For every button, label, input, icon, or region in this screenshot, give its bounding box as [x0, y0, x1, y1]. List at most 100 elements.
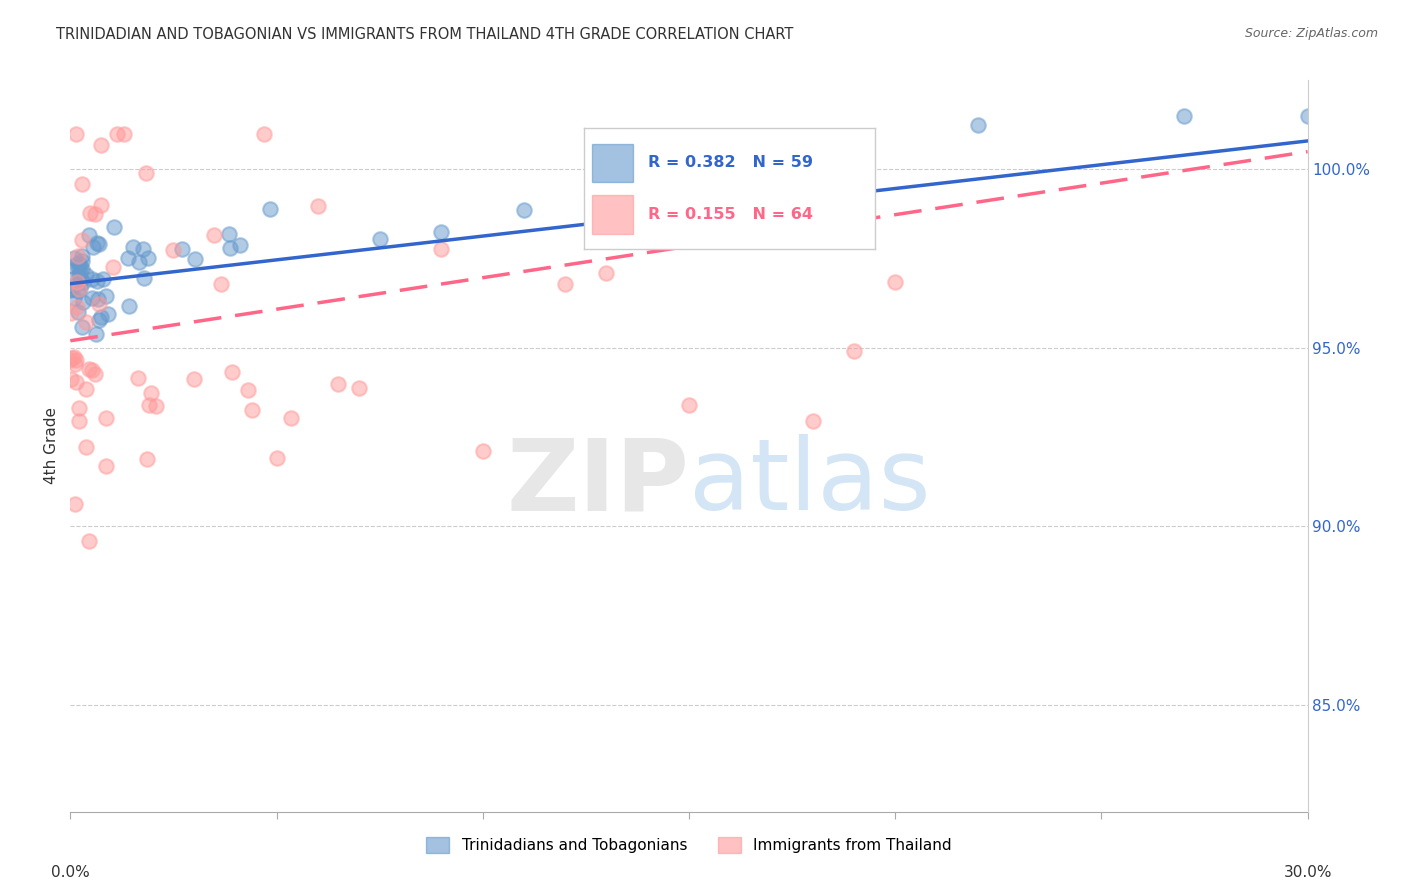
Point: [75, 268, 97, 283]
Point: [75, 440, 97, 454]
Point: [70, 249, 93, 263]
Point: [678, 171, 700, 186]
Point: [162, 243, 184, 257]
Point: [718, 174, 741, 188]
Point: [66, 300, 89, 314]
Point: [139, 386, 162, 401]
Point: [90, 137, 112, 152]
Point: [72, 295, 94, 310]
Point: [121, 240, 143, 254]
Point: [65, 497, 87, 511]
Point: [67, 260, 90, 274]
Point: [94, 410, 117, 425]
Point: [60, 282, 83, 296]
Point: [84, 327, 107, 342]
Point: [101, 260, 124, 274]
Point: [70, 262, 93, 277]
Point: [82, 272, 104, 286]
Text: ZIP: ZIP: [506, 434, 689, 531]
Point: [69, 280, 91, 294]
Point: [65, 357, 87, 371]
Point: [90, 198, 112, 212]
Text: TRINIDADIAN AND TOBAGONIAN VS IMMIGRANTS FROM THAILAND 4TH GRADE CORRELATION CHA: TRINIDADIAN AND TOBAGONIAN VS IMMIGRANTS…: [56, 27, 793, 42]
Point: [87, 313, 110, 327]
Point: [80, 292, 103, 306]
Point: [66, 275, 89, 289]
Point: [86, 235, 108, 250]
Point: [70, 320, 93, 334]
Point: [229, 238, 252, 252]
Point: [138, 398, 160, 412]
Point: [105, 127, 128, 141]
Point: [62, 259, 84, 273]
Point: [65, 375, 87, 389]
Point: [513, 202, 536, 217]
Point: [136, 451, 159, 466]
Point: [127, 371, 149, 385]
Point: [471, 444, 494, 458]
Legend: Trinidadians and Tobagonians, Immigrants from Thailand: Trinidadians and Tobagonians, Immigrants…: [420, 830, 957, 859]
Point: [554, 277, 576, 292]
Point: [84, 367, 107, 381]
Point: [77, 362, 100, 376]
Point: [75, 382, 97, 396]
Point: [184, 252, 207, 266]
Point: [59, 353, 82, 368]
Point: [67, 285, 90, 299]
Point: [135, 166, 157, 180]
Point: [69, 265, 91, 279]
Point: [67, 268, 90, 282]
Point: [65, 352, 87, 367]
Point: [75, 315, 97, 329]
Point: [62, 272, 84, 286]
Point: [91, 272, 114, 286]
Point: [86, 274, 108, 288]
Point: [259, 202, 281, 217]
Y-axis label: 4th Grade: 4th Grade: [44, 408, 59, 484]
Point: [59, 283, 82, 297]
Point: [347, 381, 370, 395]
Point: [65, 127, 87, 141]
Point: [884, 276, 907, 290]
Point: [62, 350, 84, 364]
Point: [219, 241, 242, 255]
Point: [69, 258, 91, 272]
Point: [112, 127, 135, 141]
Point: [209, 277, 232, 291]
Text: 30.0%: 30.0%: [1284, 865, 1331, 880]
Point: [82, 239, 104, 253]
Point: [1296, 109, 1319, 123]
Point: [77, 533, 100, 548]
Point: [252, 127, 274, 141]
Point: [842, 344, 865, 359]
Point: [118, 299, 141, 313]
Point: [242, 403, 264, 417]
Point: [266, 450, 288, 465]
Point: [79, 227, 101, 242]
Point: [145, 400, 167, 414]
Point: [96, 459, 118, 474]
Point: [67, 256, 90, 270]
Text: 0.0%: 0.0%: [51, 865, 90, 880]
Point: [966, 118, 988, 132]
Point: [430, 243, 453, 257]
Point: [79, 206, 101, 220]
Point: [70, 233, 93, 247]
Point: [368, 232, 391, 246]
Point: [103, 220, 125, 235]
Point: [430, 225, 453, 239]
Point: [66, 277, 89, 291]
Point: [280, 410, 302, 425]
Point: [117, 251, 139, 265]
Point: [218, 227, 240, 241]
Point: [678, 398, 700, 412]
Point: [136, 252, 159, 266]
Point: [70, 253, 93, 268]
Point: [128, 255, 150, 269]
Point: [63, 251, 86, 265]
Point: [87, 297, 110, 311]
Point: [132, 271, 155, 285]
Point: [183, 372, 205, 386]
Point: [66, 305, 89, 319]
Text: atlas: atlas: [689, 434, 931, 531]
